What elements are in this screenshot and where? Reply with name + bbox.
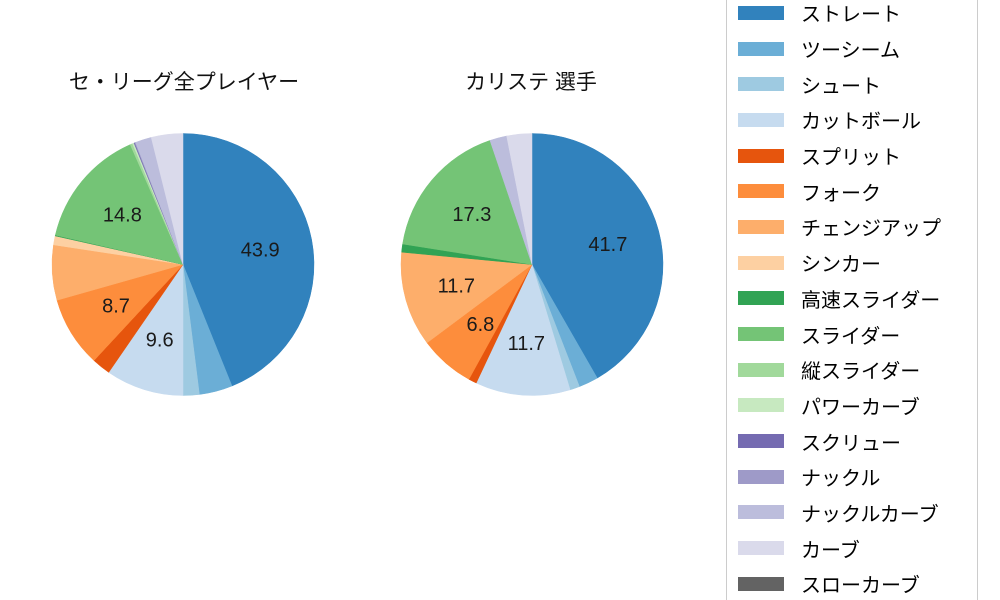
legend-label-6: チェンジアップ [801, 218, 941, 241]
legend-swatch-5 [738, 184, 784, 199]
legend-swatch-14 [738, 505, 784, 520]
legend-item-15: カーブ [727, 530, 977, 566]
pie2-pct-label-9: 17.3 [452, 204, 491, 226]
legend-label-8: 高速スライダー [801, 289, 941, 312]
legend-item-0: ストレート [727, 0, 977, 31]
pie1-slice-3 [108, 263, 184, 396]
legend-swatch-12 [738, 434, 784, 449]
pie1-slice-9 [55, 144, 184, 265]
legend-label-9: スライダー [801, 325, 901, 348]
legend-item-1: ツーシーム [727, 31, 977, 67]
legend-label-5: フォーク [801, 182, 881, 205]
legend-label-13: ナックル [801, 468, 881, 491]
legend-label-10: 縦スライダー [801, 361, 921, 384]
legend: ストレートツーシームシュートカットボール スプリットフォークチェンジアップ シンカー… [726, 0, 978, 600]
pie2-slice-3 [475, 263, 571, 396]
pie1-pct-label-0: 43.9 [241, 240, 280, 262]
pie2-pct-label-6: 11.7 [438, 276, 475, 298]
legend-label-7: シンカー [801, 254, 881, 277]
legend-label-2: シュート [801, 75, 881, 98]
pie1-pct-label-3: 9.6 [146, 330, 174, 352]
legend-label-16: スローカーブ [801, 575, 920, 598]
pie1-pct-label-5: 8.7 [102, 296, 130, 318]
legend-item-12: スクリュー [727, 423, 977, 459]
legend-item-10: 縦スライダー [727, 352, 977, 388]
legend-label-15: カーブ [801, 539, 860, 562]
legend-swatch-6 [738, 219, 784, 234]
legend-swatch-7 [738, 255, 784, 270]
pie2-slice-9 [402, 140, 533, 265]
legend-swatch-0 [738, 5, 784, 20]
legend-item-16: スローカーブ [727, 566, 977, 600]
legend-swatch-9 [738, 327, 784, 342]
legend-swatch-13 [738, 469, 784, 484]
legend-label-12: スクリュー [801, 432, 901, 455]
pie2-slice-6 [400, 251, 533, 344]
legend-swatch-4 [738, 148, 784, 163]
legend-item-9: スライダー [727, 316, 977, 352]
legend-label-3: カットボール [801, 111, 921, 134]
pie1-slice-0 [182, 133, 315, 387]
pie1-slice-15 [150, 133, 184, 265]
legend-swatch-16 [738, 576, 784, 591]
legend-item-3: カットボール [727, 102, 977, 138]
legend-item-14: ナックルカーブ [727, 495, 977, 531]
legend-item-11: パワーカーブ [727, 388, 977, 424]
pie2-pct-label-0: 41.7 [588, 234, 627, 256]
legend-item-6: チェンジアップ [727, 209, 977, 245]
pie2-pct-label-5: 6.8 [466, 314, 494, 336]
legend-item-2: シュート [727, 66, 977, 102]
pie2-slice-15 [506, 133, 533, 265]
legend-swatch-8 [738, 291, 784, 306]
legend-label-11: パワーカーブ [801, 396, 920, 419]
legend-swatch-3 [738, 112, 784, 127]
legend-swatch-2 [738, 77, 784, 92]
legend-label-1: ツーシーム [801, 40, 900, 63]
pie2-slice-0 [531, 133, 664, 379]
pie1-pct-label-9: 14.8 [103, 204, 142, 226]
legend-item-13: ナックル [727, 459, 977, 495]
pie2-pct-label-3: 11.7 [508, 333, 545, 355]
legend-item-7: シンカー [727, 245, 977, 281]
legend-label-0: ストレート [801, 4, 901, 27]
legend-swatch-15 [738, 541, 784, 556]
legend-swatch-1 [738, 41, 784, 56]
legend-item-4: スプリット [727, 138, 977, 174]
legend-swatch-10 [738, 362, 784, 377]
pie1-title: セ・リーグ全プレイヤー [68, 71, 300, 94]
legend-label-4: スプリット [801, 147, 901, 170]
legend-label-14: ナックルカーブ [801, 503, 939, 526]
pie2-title: カリステ 選手 [465, 71, 597, 94]
legend-item-8: 高速スライダー [727, 281, 977, 317]
legend-swatch-11 [738, 398, 784, 413]
legend-item-5: フォーク [727, 173, 977, 209]
